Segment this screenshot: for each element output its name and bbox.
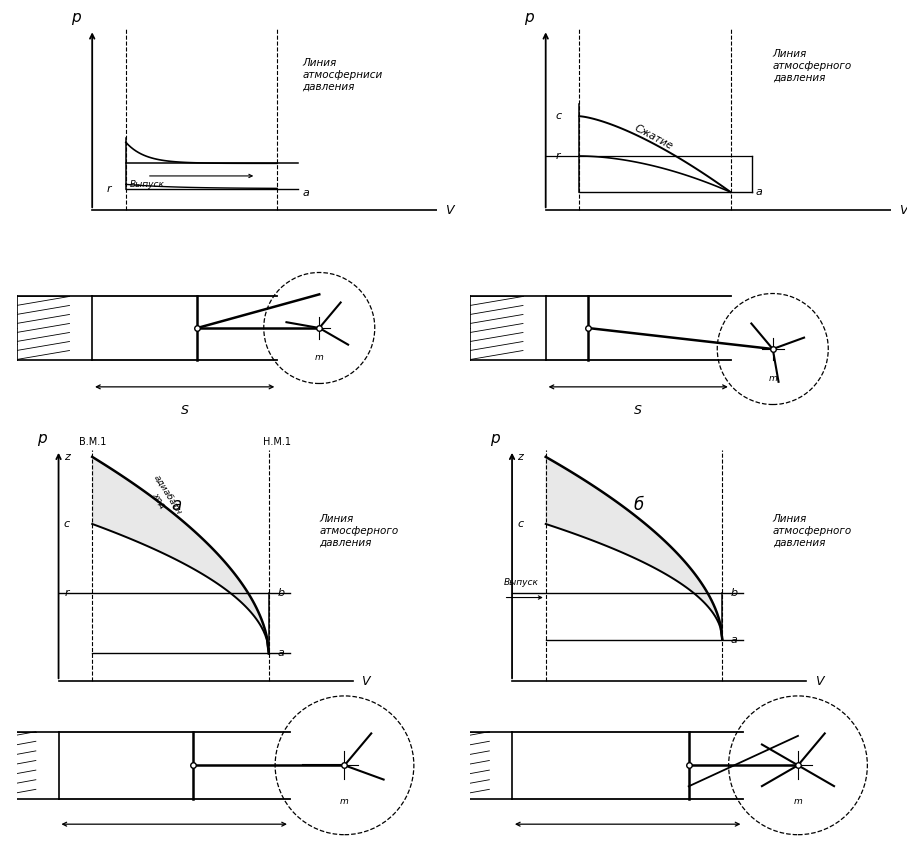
Text: Линия
атмосферного
давления: Линия атмосферного давления xyxy=(773,49,852,82)
Text: V: V xyxy=(445,204,454,217)
Text: a: a xyxy=(756,188,763,197)
Text: m: m xyxy=(315,353,324,362)
Text: б: б xyxy=(633,496,643,514)
Text: p: p xyxy=(37,431,46,446)
Text: a: a xyxy=(731,635,737,644)
Text: V: V xyxy=(361,674,370,688)
Text: p: p xyxy=(71,10,80,25)
Text: Выпуск: Выпуск xyxy=(503,578,539,587)
Text: V: V xyxy=(814,674,824,688)
Text: Выпуск: Выпуск xyxy=(130,180,165,189)
Text: c: c xyxy=(555,111,561,121)
Text: S: S xyxy=(634,404,642,416)
Text: b: b xyxy=(731,589,737,598)
Text: Сжатие: Сжатие xyxy=(632,123,674,151)
Text: Линия
атмосферного
давления: Линия атмосферного давления xyxy=(319,515,398,547)
Text: S: S xyxy=(180,404,189,416)
Text: m: m xyxy=(340,796,349,806)
Text: Линия
атмосферного
давления: Линия атмосферного давления xyxy=(773,515,852,547)
Text: r: r xyxy=(64,589,69,598)
Text: Н.М.1: Н.М.1 xyxy=(263,437,291,447)
Text: p: p xyxy=(524,10,533,25)
Text: p: p xyxy=(491,431,500,446)
Text: а: а xyxy=(171,496,181,514)
Text: r: r xyxy=(556,151,561,161)
Text: a: a xyxy=(278,648,284,659)
Text: z: z xyxy=(518,452,523,462)
Text: В.М.1: В.М.1 xyxy=(79,437,106,447)
Text: V: V xyxy=(899,204,907,217)
Text: z: z xyxy=(64,452,70,462)
Text: Линия
атмосферниси
давления: Линия атмосферниси давления xyxy=(302,58,383,91)
Text: m: m xyxy=(768,374,777,383)
Text: c: c xyxy=(517,519,523,529)
Text: b: b xyxy=(278,589,284,598)
Text: m: m xyxy=(794,796,803,806)
Text: a: a xyxy=(302,188,309,198)
Text: адиабатн
ход: адиабатн ход xyxy=(142,473,182,522)
Text: c: c xyxy=(63,519,70,529)
Text: r: r xyxy=(107,183,112,193)
